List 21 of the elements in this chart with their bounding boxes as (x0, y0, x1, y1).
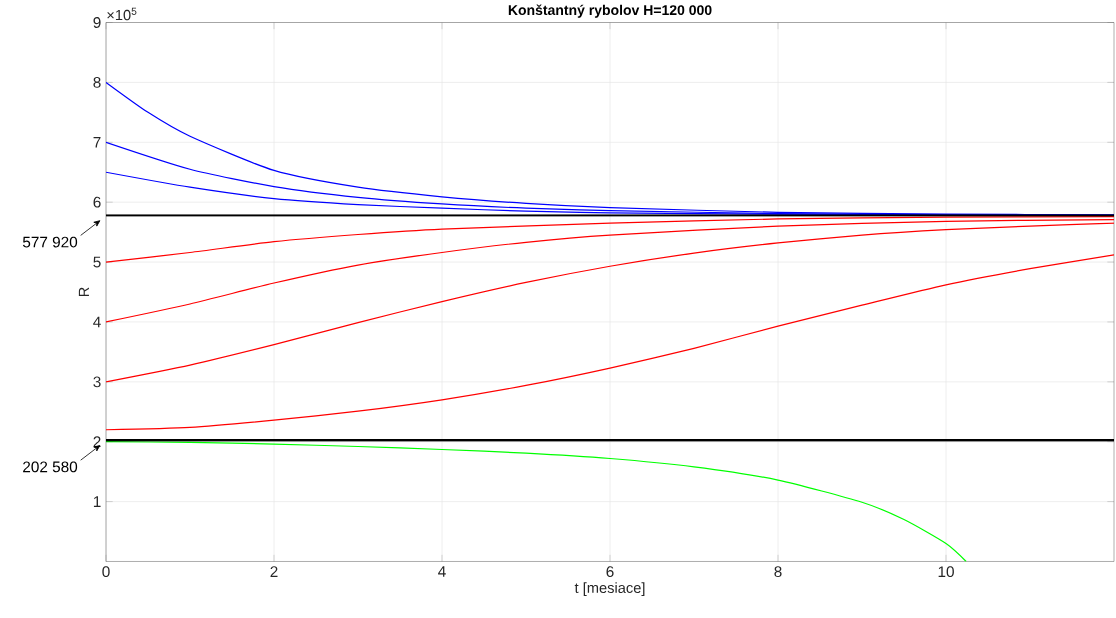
annotation: 577 920 (22, 236, 78, 248)
chart-title: Konštantný rybolov H=120 000 (508, 4, 712, 19)
x-tick-label: 0 (102, 566, 110, 578)
annotation: 202 580 (23, 461, 78, 473)
text: ×10$^{5}$ (107, 7, 137, 21)
x-axis-title: t [mesiace] (574, 582, 645, 597)
y-tick-label: 3 (93, 376, 101, 388)
y-axis-title: R (78, 287, 89, 297)
y-tick-label: 4 (93, 316, 101, 328)
y-tick-label: 1 (93, 496, 101, 508)
y-tick-label: 7 (93, 137, 101, 148)
y-tick-label: 6 (93, 196, 101, 208)
x-tick-label: 4 (438, 566, 446, 578)
x-tick-label: 8 (774, 566, 782, 578)
x-tick-label: 6 (606, 566, 614, 578)
x-tick-label: 10 (938, 566, 954, 578)
y-tick-label: 5 (93, 256, 101, 268)
y-tick-label: 2 (93, 436, 101, 448)
x-tick-label: 2 (270, 566, 278, 578)
y-tick-label: 8 (93, 77, 101, 89)
y-tick-label: 9 (93, 17, 101, 29)
